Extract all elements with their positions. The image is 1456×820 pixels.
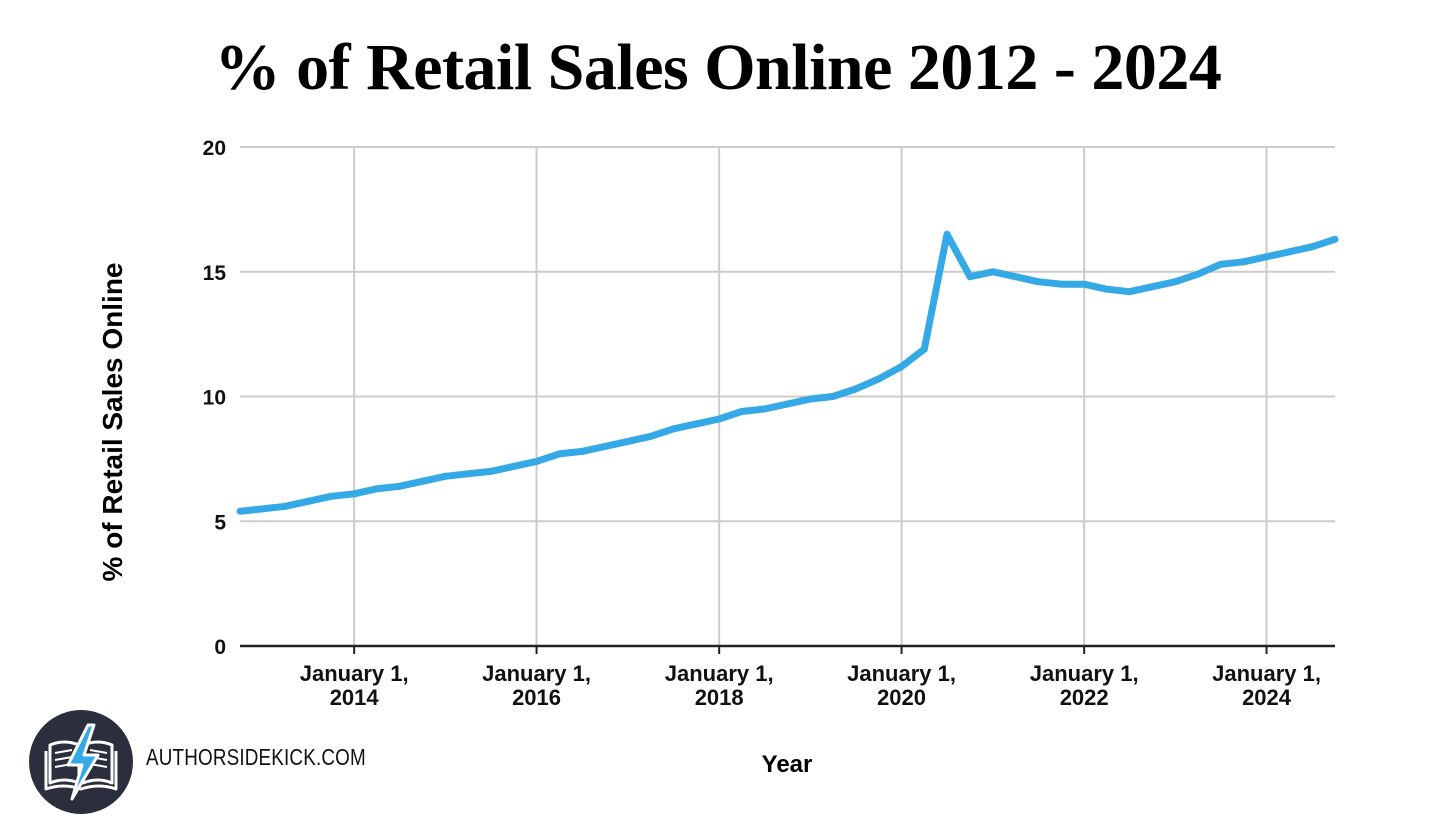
x-tick-label: 2018: [695, 685, 744, 710]
x-tick-label: 2024: [1242, 685, 1292, 710]
x-tick-label: 2014: [330, 685, 380, 710]
data-point: [989, 268, 997, 276]
data-point: [282, 502, 289, 510]
x-tick-label: 2016: [512, 685, 561, 710]
data-point: [829, 393, 837, 400]
brand-website: AUTHORSIDEKICK.COM: [146, 744, 366, 770]
data-point: [966, 273, 974, 281]
data-point: [259, 505, 267, 513]
x-tick-label: January 1,: [1212, 661, 1321, 686]
data-point: [487, 467, 495, 475]
y-tick-label: 20: [203, 137, 226, 160]
data-point: [669, 425, 677, 433]
data-point: [1080, 280, 1088, 288]
data-point: [350, 490, 358, 498]
data-point: [1240, 258, 1248, 266]
data-point: [236, 507, 244, 515]
data-point: [1103, 285, 1111, 293]
data-point: [1217, 260, 1225, 268]
data-point: [852, 385, 860, 393]
data-point: [395, 482, 403, 490]
data-point: [1171, 278, 1179, 286]
data-point: [1331, 235, 1339, 243]
data-point: [920, 345, 928, 353]
x-tick-label: 2022: [1060, 685, 1109, 710]
data-point: [533, 457, 540, 465]
data-point: [806, 395, 814, 403]
data-point: [578, 447, 586, 455]
data-point: [441, 472, 449, 480]
series-layer: [236, 230, 1339, 515]
data-point: [555, 450, 563, 458]
data-point: [783, 400, 791, 408]
data-point: [327, 492, 335, 500]
data-point: [601, 442, 609, 450]
data-point: [373, 485, 381, 493]
x-tick-label: January 1,: [1030, 661, 1139, 686]
data-point: [943, 230, 951, 238]
y-tick-label: 10: [203, 387, 226, 410]
x-tick-label: 2020: [877, 685, 926, 710]
y-tick-label: 5: [214, 511, 226, 534]
data-point: [760, 405, 768, 413]
data-point: [647, 432, 654, 440]
data-point: [1194, 270, 1202, 278]
x-tick-label: January 1,: [665, 661, 774, 686]
data-point: [624, 437, 632, 445]
data-point: [1057, 280, 1065, 288]
x-axis-label: Year: [762, 751, 813, 778]
data-point: [715, 415, 723, 423]
x-tick-label: January 1,: [847, 661, 956, 686]
data-point: [1263, 253, 1270, 261]
data-point: [1308, 243, 1316, 251]
y-axis-label: % of Retail Sales Online: [97, 263, 128, 582]
data-point: [875, 375, 883, 383]
axes: [240, 644, 1335, 654]
data-point: [304, 497, 312, 505]
gridlines: [240, 146, 1335, 646]
data-point: [898, 363, 905, 371]
data-point: [464, 470, 472, 478]
series-line: [239, 230, 1337, 515]
y-tick-label: 15: [203, 262, 227, 285]
data-point: [1034, 278, 1042, 286]
data-point: [692, 420, 700, 428]
data-point: [418, 477, 426, 485]
data-point: [1285, 248, 1293, 256]
book-lightning-icon: [29, 710, 133, 814]
data-point: [1148, 283, 1156, 291]
data-point: [738, 408, 746, 415]
data-point: [1012, 273, 1019, 281]
data-point: [1125, 288, 1133, 296]
y-tick-label: 0: [214, 636, 226, 659]
brand-logo: [28, 709, 134, 815]
chart-title: % of Retail Sales Online 2012 - 2024: [214, 31, 1222, 104]
x-tick-label: January 1,: [482, 661, 591, 686]
x-tick-label: January 1,: [300, 661, 409, 686]
data-point: [510, 462, 518, 470]
